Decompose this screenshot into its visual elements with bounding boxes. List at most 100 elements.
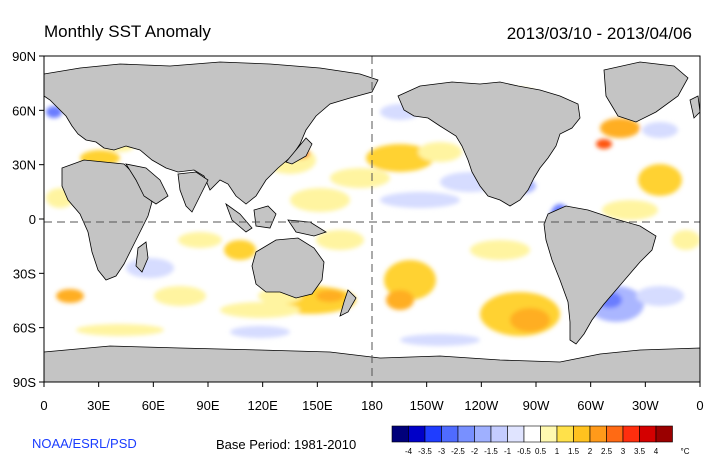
lon-tick-label: 0 — [696, 398, 703, 413]
colorbar-tick-label: 4 — [654, 447, 659, 456]
colorbar-swatch — [622, 425, 640, 443]
north-america — [397, 81, 581, 207]
colorbar-tick-label: 2.5 — [601, 447, 613, 456]
colorbar-tick-label: 2 — [588, 447, 593, 456]
colorbar-tick-label: 3.5 — [634, 447, 646, 456]
anomaly-patch — [642, 122, 678, 138]
colorbar-tick-label: 1 — [555, 447, 560, 456]
colorbar-swatch — [507, 425, 525, 443]
colorbar-swatch — [655, 425, 673, 443]
anomaly-patch — [384, 260, 436, 300]
antarctica — [44, 345, 700, 382]
colorbar-swatch — [490, 425, 508, 443]
anomaly-patch — [672, 230, 700, 250]
anomaly-patch — [400, 334, 480, 346]
sumatra — [225, 202, 253, 233]
lon-tick-label: 180 — [361, 398, 383, 413]
colorbar-swatch — [408, 425, 426, 443]
colorbar-swatch — [457, 425, 475, 443]
lon-tick-label: 60W — [577, 398, 604, 413]
anomaly-patch — [600, 118, 640, 138]
australia — [251, 237, 325, 299]
map-title: Monthly SST Anomaly — [44, 22, 211, 41]
colorbar-tick-label: 0.5 — [535, 447, 547, 456]
longitude-ticks: 0 30E 60E 90E 120E 150E 180 150W 120W 90W 60W 30W 0 — [40, 382, 704, 413]
lon-tick-label: 90E — [196, 398, 219, 413]
lat-tick-label: 30N — [12, 158, 36, 173]
south-america — [543, 205, 657, 345]
plot-area — [44, 56, 700, 382]
colorbar-swatch — [639, 425, 657, 443]
madagascar — [135, 241, 149, 273]
arabia — [125, 163, 169, 205]
colorbar-unit: °C — [681, 447, 690, 456]
greenland — [603, 61, 689, 123]
colorbar-tick-label: -1 — [504, 447, 512, 456]
anomaly-patch — [330, 168, 390, 188]
lat-tick-label: 30S — [13, 266, 36, 281]
anomaly-patch — [56, 289, 84, 303]
anomaly-patch — [602, 200, 658, 220]
lat-tick-label: 90S — [13, 375, 36, 390]
colorbar-swatch — [589, 425, 607, 443]
anomaly-patch — [470, 240, 530, 260]
lon-tick-label: 0 — [40, 398, 47, 413]
anomaly-patch — [178, 232, 222, 248]
colorbar: -4 -3.5 -3 -2.5 -2 -1.5 -1 -0.5 0.5 1 1.5 2 2.5 3 3.5 4… — [391, 425, 690, 456]
colorbar-swatch — [556, 425, 574, 443]
lon-tick-label: 120E — [247, 398, 278, 413]
colorbar-tick-label: -1.5 — [484, 447, 498, 456]
new-zealand — [339, 289, 357, 317]
lat-tick-label: 0 — [29, 212, 36, 227]
anomaly-patch — [46, 106, 62, 118]
credit-link[interactable]: NOAA/ESRL/PSD — [32, 436, 137, 451]
colorbar-tick-label: -4 — [405, 447, 413, 456]
lon-tick-label: 30W — [632, 398, 659, 413]
anomaly-patch — [76, 324, 164, 336]
anomaly-patch — [366, 144, 434, 172]
india — [177, 171, 209, 213]
anomaly-patch — [510, 308, 550, 332]
colorbar-tick-label: -2.5 — [451, 447, 465, 456]
colorbar-swatch — [540, 425, 558, 443]
colorbar-swatch — [573, 425, 591, 443]
lon-tick-label: 120W — [464, 398, 499, 413]
colorbar-swatch — [523, 425, 541, 443]
anomaly-patch — [638, 164, 682, 196]
anomaly-patch — [230, 326, 290, 338]
anomaly-patch — [290, 188, 350, 212]
lat-tick-label: 60N — [12, 103, 36, 118]
lon-tick-label: 30E — [87, 398, 110, 413]
lat-tick-label: 90N — [12, 49, 36, 64]
lon-tick-label: 90W — [523, 398, 550, 413]
lat-tick-label: 60S — [13, 321, 36, 336]
colorbar-swatch — [424, 425, 442, 443]
anomaly-patch — [380, 192, 460, 208]
latitude-ticks: 90N 60N 30N 0 30S 60S 90S — [12, 49, 44, 390]
anomaly-patch — [316, 290, 344, 302]
anomaly-patch — [636, 286, 684, 306]
anomaly-patch — [316, 230, 364, 250]
eurasia — [44, 61, 379, 205]
anomaly-patch — [154, 286, 206, 306]
colorbar-swatch — [606, 425, 624, 443]
uk — [689, 95, 700, 119]
land-masses — [44, 61, 700, 382]
anomaly-patch — [220, 302, 300, 318]
colorbar-tick-label: -2 — [471, 447, 479, 456]
base-period: Base Period: 1981-2010 — [216, 437, 357, 452]
colorbar-tick-label: -3.5 — [418, 447, 432, 456]
anomaly-patch — [386, 290, 414, 310]
anomaly-patch — [596, 139, 612, 149]
colorbar-swatch — [391, 425, 409, 443]
lon-tick-label: 60E — [142, 398, 165, 413]
lon-tick-label: 150W — [410, 398, 445, 413]
date-range: 2013/03/10 - 2013/04/06 — [506, 24, 692, 43]
colorbar-tick-label: 1.5 — [568, 447, 580, 456]
africa — [61, 159, 153, 281]
colorbar-tick-label: -0.5 — [517, 447, 531, 456]
anomaly-patch — [126, 258, 174, 278]
colorbar-swatch — [441, 425, 459, 443]
lon-tick-label: 150E — [302, 398, 333, 413]
